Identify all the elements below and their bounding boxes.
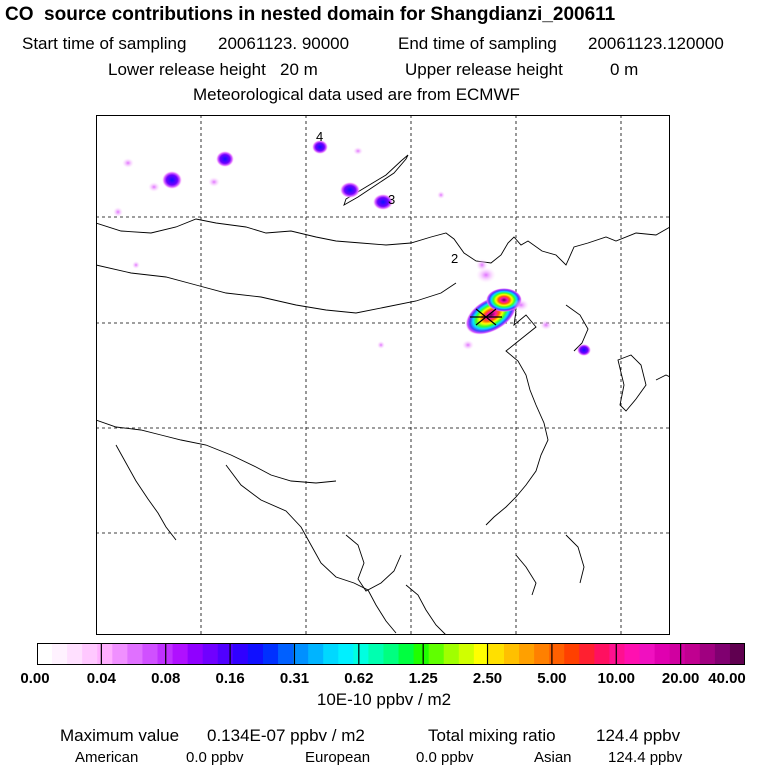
colorbar-cell bbox=[413, 643, 430, 665]
colorbar-tick-label: 10.00 bbox=[597, 670, 636, 687]
region-asian-name: Asian bbox=[534, 749, 572, 766]
max-value: 0.134E-07 ppbv / m2 bbox=[207, 726, 365, 745]
colorbar-cell bbox=[368, 643, 385, 665]
colorbar bbox=[37, 643, 745, 665]
colorbar-cell bbox=[52, 643, 68, 665]
colorbar-cell bbox=[172, 643, 189, 665]
colorbar-cell bbox=[293, 643, 309, 665]
colorbar-cell bbox=[579, 643, 595, 665]
region-american-value: 0.0 ppbv bbox=[186, 749, 244, 766]
colorbar-cell bbox=[262, 643, 279, 665]
colorbar-tick-label: 40.00 bbox=[708, 670, 746, 687]
colorbar-tick-label: 5.00 bbox=[537, 670, 567, 687]
colorbar-cell bbox=[503, 643, 520, 665]
colorbar-tick-label: 20.00 bbox=[661, 670, 700, 687]
region-american-name: American bbox=[75, 749, 139, 766]
colorbar-tick-label: 0.04 bbox=[86, 670, 116, 687]
colorbar-cell bbox=[67, 643, 83, 665]
contour-label-4: 4 bbox=[316, 129, 323, 144]
colorbar-cell bbox=[202, 643, 219, 665]
colorbar-cell bbox=[443, 643, 460, 665]
start-time-label: Start time of sampling bbox=[22, 34, 187, 53]
colorbar-cell bbox=[308, 643, 324, 665]
colorbar-cell bbox=[112, 643, 128, 665]
colorbar-cell bbox=[519, 643, 535, 665]
map-frame bbox=[96, 115, 670, 635]
colorbar-cell bbox=[488, 643, 505, 665]
end-time-value: 20061123.120000 bbox=[588, 34, 724, 53]
colorbar-cell bbox=[594, 643, 611, 665]
colorbar-cell bbox=[729, 643, 745, 665]
colorbar-tick-label: 0.62 bbox=[344, 670, 374, 687]
lat-lon-grid bbox=[96, 115, 670, 635]
colorbar-cell bbox=[37, 643, 53, 665]
start-time-value: 20061123. 90000 bbox=[218, 34, 350, 53]
colorbar-cell bbox=[323, 643, 339, 665]
colorbar-cell bbox=[549, 643, 565, 665]
upper-height-label: Upper release height bbox=[405, 60, 563, 79]
colorbar-tick-label: 2.50 bbox=[472, 670, 503, 687]
lower-height-label: Lower release height bbox=[108, 60, 266, 79]
receptor-marker bbox=[470, 308, 502, 326]
colorbar-cell bbox=[278, 643, 294, 665]
colorbar-cell bbox=[142, 643, 159, 665]
contour-label-3: 3 bbox=[388, 192, 395, 207]
concentration-field bbox=[113, 140, 591, 356]
colorbar-cell bbox=[609, 643, 626, 665]
region-european-value: 0.0 ppbv bbox=[416, 749, 474, 766]
colorbar-cell bbox=[127, 643, 144, 665]
coastlines bbox=[96, 154, 670, 635]
colorbar-cell bbox=[669, 643, 686, 665]
end-time-label: End time of sampling bbox=[398, 34, 557, 53]
colorbar-cell bbox=[624, 643, 641, 665]
met-data-note: Meteorological data used are from ECMWF bbox=[193, 85, 520, 104]
colorbar-cell bbox=[654, 643, 671, 665]
total-mixing-label: Total mixing ratio bbox=[428, 726, 556, 745]
colorbar-tick-label: 1.25 bbox=[408, 670, 438, 687]
region-european-name: European bbox=[305, 749, 371, 766]
colorbar-tick-label: 0.00 bbox=[20, 670, 50, 687]
region-asian-value: 124.4 ppbv bbox=[608, 749, 683, 766]
lower-height-value: 20 m bbox=[280, 60, 318, 79]
colorbar-cell bbox=[458, 643, 475, 665]
colorbar-cell bbox=[398, 643, 415, 665]
colorbar-cell bbox=[217, 643, 234, 665]
colorbar-cell bbox=[187, 643, 204, 665]
max-value-label: Maximum value bbox=[60, 726, 180, 745]
colorbar-units: 10E-10 ppbv / m2 bbox=[316, 690, 452, 709]
upper-height-value: 0 m bbox=[610, 60, 639, 79]
colorbar-cell bbox=[97, 643, 113, 665]
colorbar-cell bbox=[353, 643, 369, 665]
colorbar-tick-label: 0.31 bbox=[279, 670, 310, 687]
colorbar-cell bbox=[639, 643, 656, 665]
plot-title: CO source contributions in nested domain… bbox=[5, 4, 616, 25]
colorbar-cell bbox=[428, 643, 445, 665]
colorbar-cell bbox=[232, 643, 249, 665]
total-mixing-value: 124.4 ppbv bbox=[596, 726, 681, 745]
colorbar-tick-label: 0.08 bbox=[151, 670, 181, 687]
colorbar-cell bbox=[699, 643, 716, 665]
colorbar-cell bbox=[383, 643, 400, 665]
colorbar-cell bbox=[534, 643, 550, 665]
map-panel: 4 3 2 bbox=[96, 115, 670, 635]
colorbar-cell bbox=[82, 643, 98, 665]
colorbar-cell bbox=[714, 643, 731, 665]
colorbar-cell bbox=[338, 643, 354, 665]
colorbar-cell bbox=[473, 643, 490, 665]
colorbar-tick-label: 0.16 bbox=[215, 670, 245, 687]
colorbar-cell bbox=[564, 643, 580, 665]
colorbar-cell bbox=[247, 643, 264, 665]
contour-label-2: 2 bbox=[451, 251, 458, 266]
colorbar-cell bbox=[684, 643, 701, 665]
